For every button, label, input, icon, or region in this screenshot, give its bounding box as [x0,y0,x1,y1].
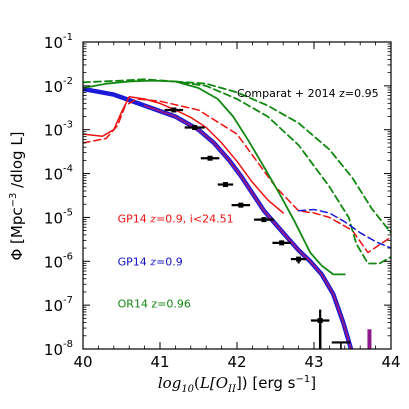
series-line-comparat-dashed-upper [174,80,391,234]
y-tick-exponent: -4 [63,164,73,175]
y-tick-label: 10 [44,34,63,52]
series-line-comparat-dashed [83,78,391,265]
x-tick-label: 44 [381,353,400,371]
y-tick-exponent: -6 [63,251,73,262]
x-tick-label: 40 [73,353,92,371]
x-tick-label: 43 [304,353,323,371]
series-line-gp14-dust-dashed [83,98,391,254]
y-tick-label: 10 [44,341,63,359]
y-tick-exponent: -7 [63,295,73,306]
series-line-or14-solid [83,79,346,276]
y-tick-exponent: -8 [63,339,73,350]
data-point-marker [238,202,244,208]
y-tick-label: 10 [44,166,63,184]
data-points-layer [164,107,351,349]
y-tick-exponent: -1 [63,32,73,43]
series-line-gp14-purple [143,104,352,349]
data-point-marker [222,182,228,188]
series-line-gp14-dust-dashed-blue [297,208,391,249]
ticks-layer: 40 41 42 43 4410-110-210-310-410-510-610-710… [44,32,401,371]
data-point-marker [207,155,213,161]
data-point-marker [192,125,198,131]
annotation-or14: OR14 z=0.96 [118,297,191,310]
data-point-marker [261,217,267,223]
y-tick-label: 10 [44,253,63,271]
y-tick-label: 10 [44,78,63,96]
y-tick-label: 10 [44,297,63,315]
x-tick-label: 41 [150,353,169,371]
y-tick-exponent: -3 [63,120,73,131]
annotation-gp14-dust: GP14 z=0.9, i<24.51 [118,213,234,226]
annotations-layer: Comparat + 2014 z=0.95 GP14 z=0.9, i<24.5… [118,87,379,311]
y-axis-title: Φ [Mpc−3 /dlog L] [8,131,26,260]
y-tick-exponent: -5 [63,207,73,218]
y-tick-label: 10 [44,209,63,227]
annotation-comparat: Comparat + 2014 z=0.95 [237,87,379,100]
x-tick-label: 42 [227,353,246,371]
y-tick-label: 10 [44,122,63,140]
annotation-gp14: GP14 z=0.9 [118,256,183,269]
data-point-marker [171,107,177,113]
x-axis-title: log10(L[OII]) [erg s−1] [158,374,316,395]
data-point-marker [279,240,285,246]
y-tick-exponent: -2 [63,76,73,87]
